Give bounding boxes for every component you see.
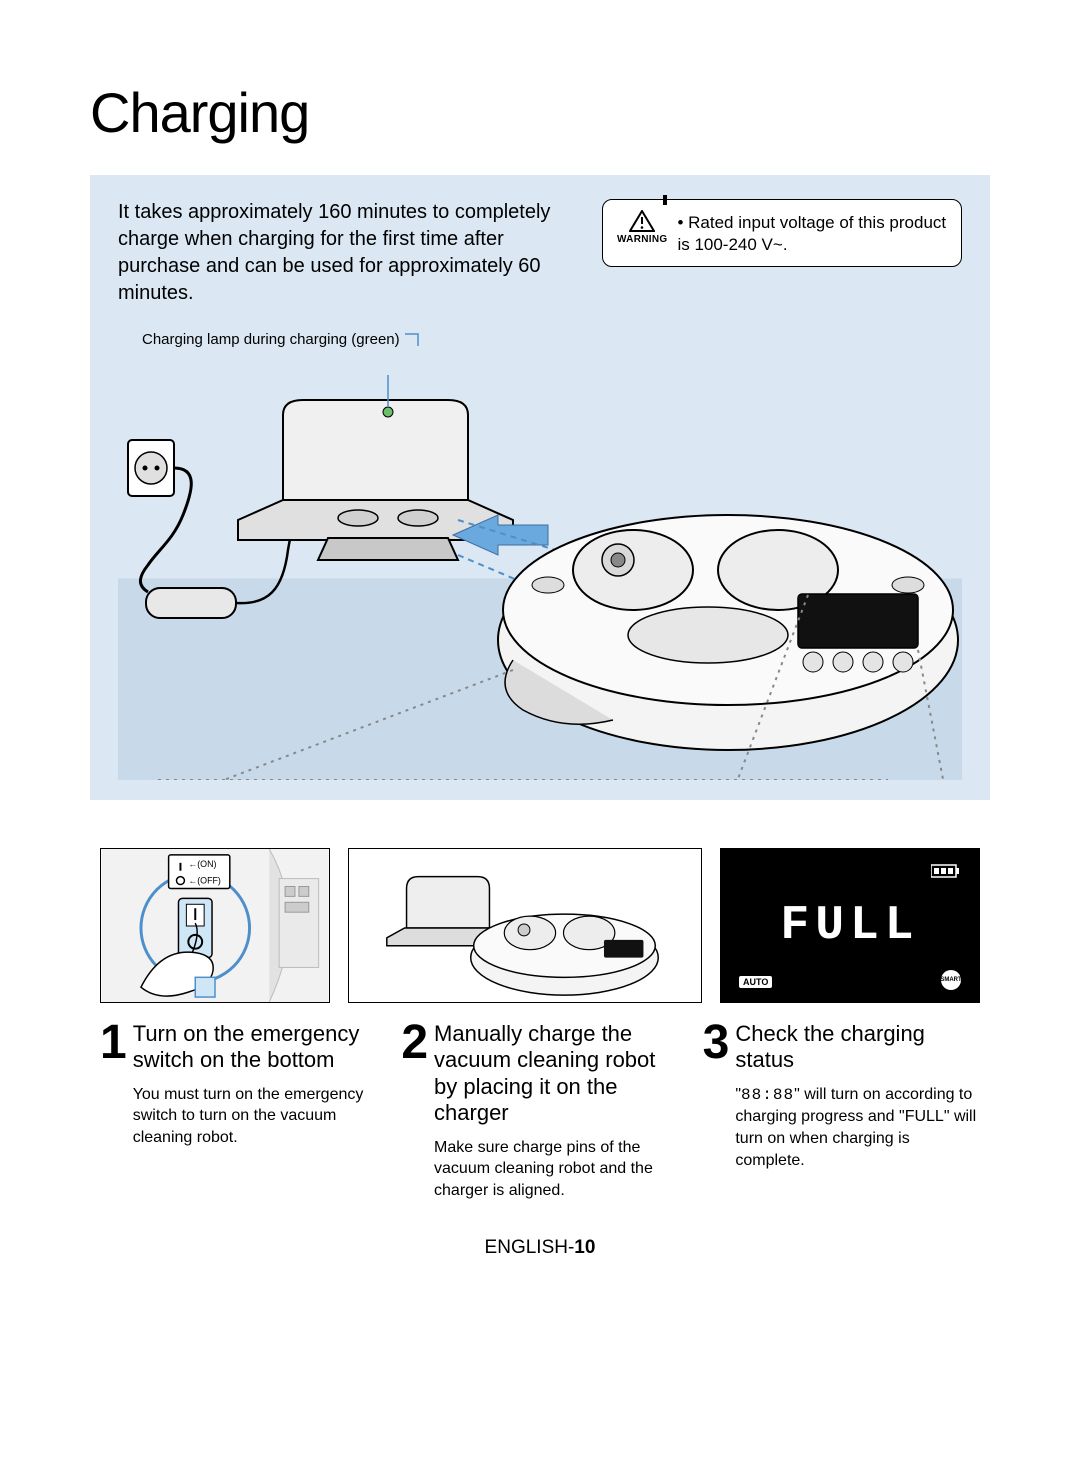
step-1: 1 Turn on the emergency switch on the bo… [100, 1021, 377, 1201]
step-3: 3 Check the charging status "88:88" will… [703, 1021, 980, 1201]
step-1-desc: You must turn on the emergency switch to… [133, 1084, 378, 1149]
step-1-image: ← ← (ON) (OFF) [100, 848, 330, 1003]
auto-tag: AUTO [739, 976, 772, 988]
warning-box: WARNING Rated input voltage of this prod… [602, 199, 962, 267]
steps-row: 1 Turn on the emergency switch on the bo… [100, 1021, 980, 1201]
intro-text: It takes approximately 160 minutes to co… [118, 199, 578, 307]
full-display-text: FULL [780, 899, 919, 953]
lamp-callout: Charging lamp during charging (green) [142, 331, 962, 348]
step-1-title: Turn on the emergency switch on the bott… [133, 1021, 378, 1074]
switch-on-label: (ON) [197, 859, 216, 869]
step-2-title: Manually charge the vacuum cleaning robo… [434, 1021, 679, 1127]
robot-vacuum-icon [498, 515, 958, 750]
svg-text:←: ← [188, 876, 197, 886]
step-2: 2 Manually charge the vacuum cleaning ro… [401, 1021, 678, 1201]
footer-page-num: 10 [574, 1237, 595, 1258]
warning-icon [629, 210, 655, 232]
step-3-title: Check the charging status [735, 1021, 980, 1074]
step-images-row: ← ← (ON) (OFF) [100, 848, 980, 1003]
main-illustration [118, 360, 962, 780]
battery-icon [931, 863, 961, 879]
step-2-image [348, 848, 702, 1003]
main-panel: It takes approximately 160 minutes to co… [90, 175, 990, 800]
step-3-image: FULL AUTO SMART [720, 848, 980, 1003]
step-num-1: 1 [100, 1021, 127, 1201]
warning-label: WARNING [617, 234, 667, 245]
step-2-desc: Make sure charge pins of the vacuum clea… [434, 1137, 679, 1202]
segment-display-icon: 88:88 [741, 1086, 794, 1104]
smart-tag: SMART [941, 970, 961, 990]
page-footer: ENGLISH-10 [90, 1237, 990, 1259]
footer-lang: ENGLISH- [485, 1237, 575, 1258]
intro-row: It takes approximately 160 minutes to co… [118, 199, 962, 307]
switch-off-label: (OFF) [197, 876, 221, 886]
warning-text: Rated input voltage of this product is 1… [677, 210, 947, 256]
svg-text:←: ← [188, 859, 197, 869]
step-num-2: 2 [401, 1021, 428, 1201]
page-title: Charging [90, 80, 990, 145]
step-num-3: 3 [703, 1021, 730, 1201]
step-3-desc: "88:88" will turn on according to chargi… [735, 1084, 980, 1171]
